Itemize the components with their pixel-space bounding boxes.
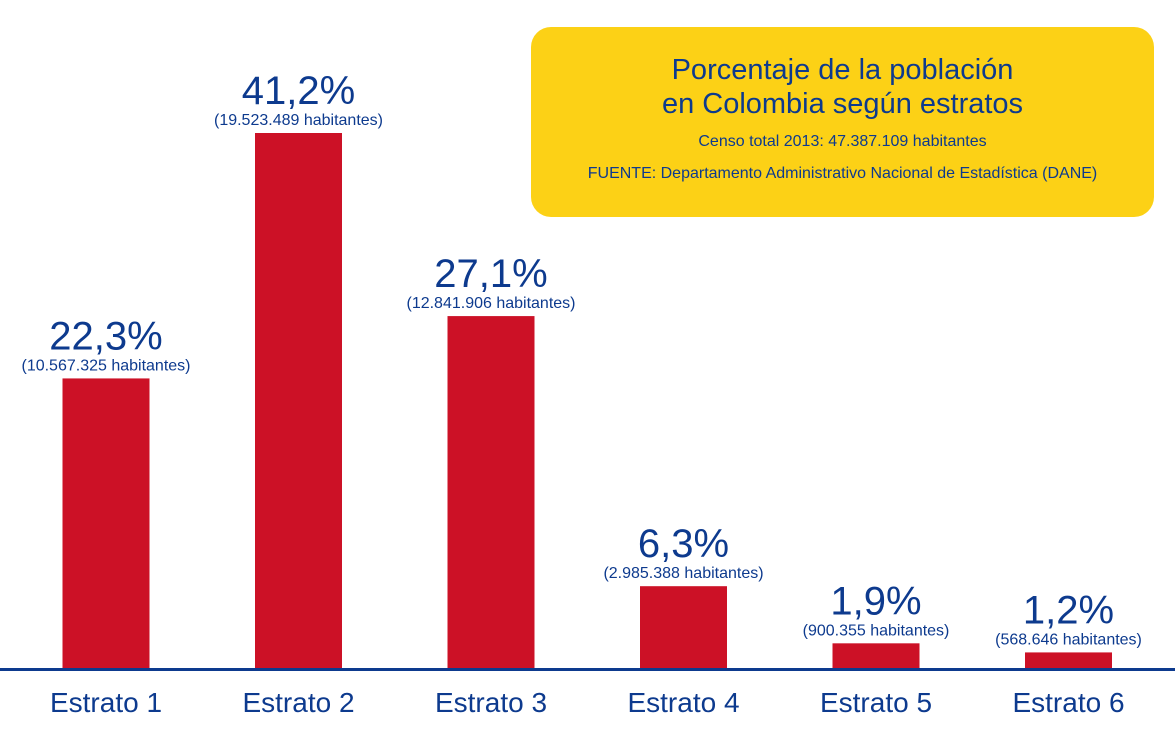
bar	[62, 378, 150, 668]
bar-value-label: 6,3%	[638, 522, 729, 566]
census-total-text: Censo total 2013: 47.387.109 habitantes	[698, 133, 987, 150]
bar	[255, 133, 342, 668]
category-label: Estrato 1	[50, 687, 162, 718]
chart-title-line-2: en Colombia según estratos	[661, 88, 1024, 120]
bar-value-label: 1,2%	[1023, 588, 1114, 632]
bar-population-label: (2.985.388 habitantes)	[603, 565, 763, 582]
bar-population-label: (19.523.489 habitantes)	[214, 112, 383, 129]
category-label: Estrato 6	[1012, 687, 1124, 718]
bar	[832, 643, 920, 668]
bar-population-label: (900.355 habitantes)	[803, 622, 950, 639]
category-label: Estrato 5	[820, 687, 932, 718]
bar-value-label: 41,2%	[242, 69, 355, 113]
bar-population-label: (12.841.906 habitantes)	[406, 295, 575, 312]
bar	[447, 316, 535, 668]
bar	[1025, 652, 1112, 668]
title-box: Porcentaje de la población en Colombia s…	[531, 27, 1154, 217]
bar	[640, 586, 727, 668]
bar-value-label: 22,3%	[49, 314, 162, 358]
source-text: FUENTE: Departamento Administrativo Naci…	[587, 165, 1098, 182]
category-label: Estrato 3	[435, 687, 547, 718]
category-label: Estrato 4	[627, 687, 739, 718]
bar-population-label: (10.567.325 habitantes)	[21, 357, 190, 374]
category-label: Estrato 2	[242, 687, 354, 718]
bar-value-label: 1,9%	[830, 579, 921, 623]
bar-value-label: 27,1%	[434, 252, 547, 296]
chart-title-line-1: Porcentaje de la población	[671, 54, 1014, 86]
bar-population-label: (568.646 habitantes)	[995, 631, 1142, 648]
